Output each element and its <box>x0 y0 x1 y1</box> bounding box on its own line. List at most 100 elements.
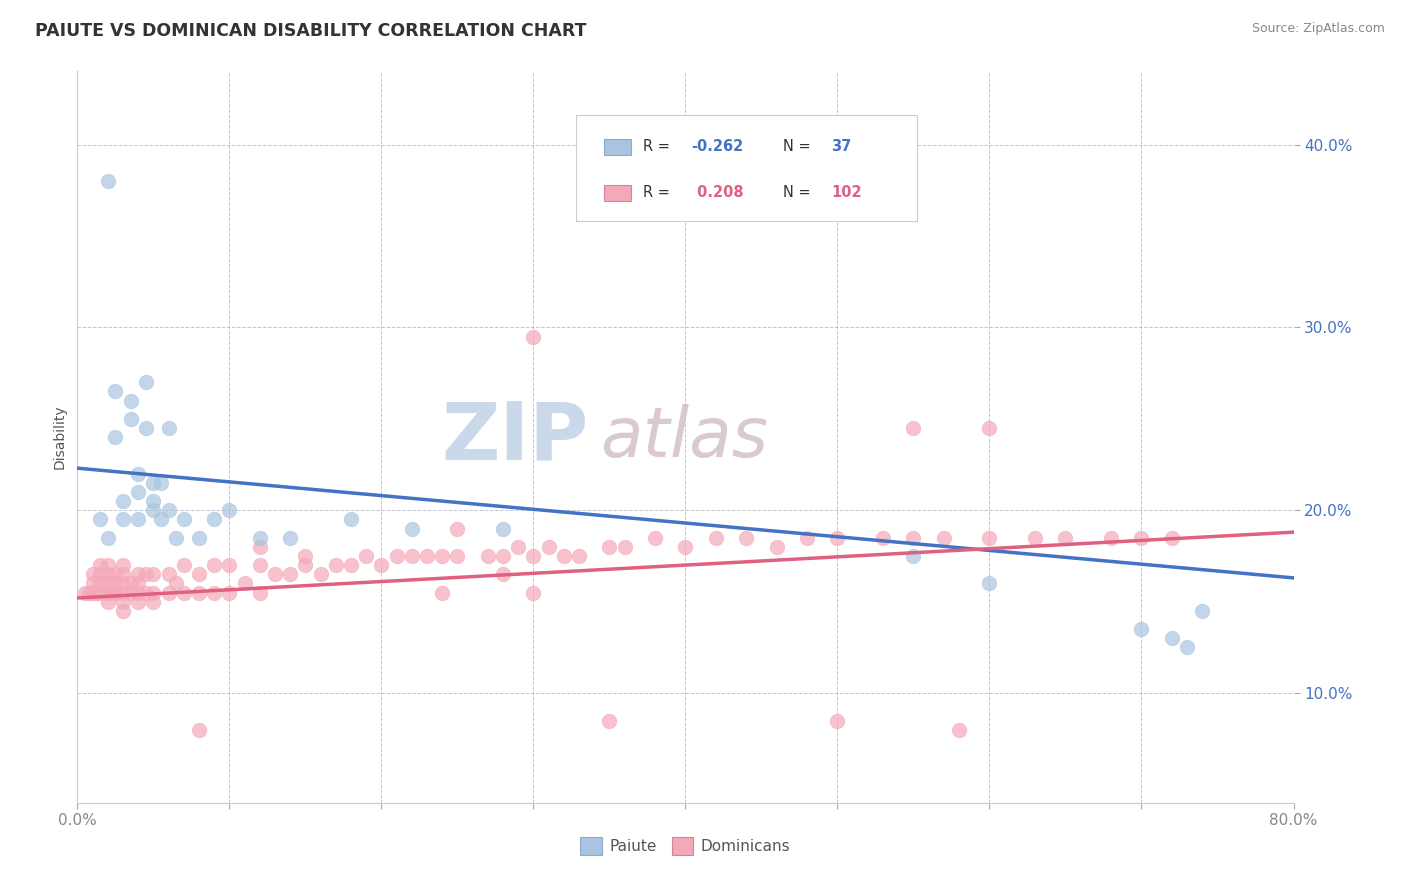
Point <box>127 485 149 500</box>
Point <box>97 576 120 591</box>
Point <box>903 421 925 435</box>
Point <box>97 531 120 545</box>
Point <box>796 531 818 545</box>
Point <box>827 714 849 728</box>
Point <box>89 512 111 526</box>
Point <box>522 585 544 599</box>
Point <box>188 567 211 582</box>
Point <box>1130 531 1153 545</box>
Text: 37: 37 <box>831 139 852 154</box>
Point <box>401 521 423 535</box>
Point <box>120 412 142 426</box>
Point <box>508 540 530 554</box>
Point <box>111 576 134 591</box>
Point <box>218 585 240 599</box>
Point <box>218 503 240 517</box>
Text: R =: R = <box>643 139 669 154</box>
Point <box>111 604 134 618</box>
Point <box>157 567 180 582</box>
Point <box>89 585 111 599</box>
Point <box>370 558 392 573</box>
Point <box>492 521 515 535</box>
Point <box>142 475 165 490</box>
Point <box>135 585 157 599</box>
Point <box>135 421 157 435</box>
Point <box>477 549 499 563</box>
Point <box>173 512 195 526</box>
Text: PAIUTE VS DOMINICAN DISABILITY CORRELATION CHART: PAIUTE VS DOMINICAN DISABILITY CORRELATI… <box>35 22 586 40</box>
Point <box>84 585 107 599</box>
Point <box>979 576 1001 591</box>
Point <box>598 540 620 554</box>
Point <box>644 531 666 545</box>
Point <box>127 467 149 481</box>
Point <box>278 567 301 582</box>
Point <box>142 567 165 582</box>
Text: -0.262: -0.262 <box>692 139 744 154</box>
Point <box>354 549 377 563</box>
Point <box>127 585 149 599</box>
Point <box>249 585 271 599</box>
Point <box>97 558 120 573</box>
Point <box>142 503 165 517</box>
Point <box>446 521 468 535</box>
Point <box>202 558 225 573</box>
Point <box>127 567 149 582</box>
Point <box>97 585 120 599</box>
Text: N =: N = <box>783 186 810 201</box>
Point <box>104 585 127 599</box>
Point <box>492 567 515 582</box>
Point <box>325 558 347 573</box>
Point <box>249 558 271 573</box>
Point <box>142 494 165 508</box>
Point <box>127 512 149 526</box>
Bar <box>605 185 631 201</box>
Point <box>111 512 134 526</box>
Point <box>82 585 104 599</box>
Point <box>492 549 515 563</box>
Point <box>188 585 211 599</box>
Point <box>188 723 211 737</box>
Point <box>522 549 544 563</box>
Text: 0.208: 0.208 <box>692 186 744 201</box>
Point <box>735 531 758 545</box>
Point <box>932 531 955 545</box>
Point <box>827 531 849 545</box>
Point <box>613 540 636 554</box>
Point <box>120 576 142 591</box>
Point <box>79 585 101 599</box>
Legend: Paiute, Dominicans: Paiute, Dominicans <box>574 831 797 861</box>
Point <box>537 540 560 554</box>
Point <box>97 174 120 188</box>
Point <box>111 585 134 599</box>
Point <box>1099 531 1122 545</box>
Point <box>142 585 165 599</box>
Point <box>903 549 925 563</box>
Point <box>111 558 134 573</box>
Point <box>264 567 287 582</box>
Text: Source: ZipAtlas.com: Source: ZipAtlas.com <box>1251 22 1385 36</box>
Point <box>416 549 439 563</box>
Point <box>340 558 363 573</box>
Point <box>89 576 111 591</box>
Point <box>1130 622 1153 636</box>
Point <box>82 567 104 582</box>
Point <box>309 567 332 582</box>
Point <box>1054 531 1077 545</box>
Point <box>104 430 127 444</box>
Text: 102: 102 <box>831 186 862 201</box>
Point <box>522 329 544 343</box>
Point <box>1024 531 1046 545</box>
Point <box>598 714 620 728</box>
Point <box>948 723 970 737</box>
Point <box>135 567 157 582</box>
Point <box>149 512 172 526</box>
Point <box>157 585 180 599</box>
Text: R =: R = <box>643 186 669 201</box>
Point <box>1175 640 1198 655</box>
Point <box>278 531 301 545</box>
Point <box>173 558 195 573</box>
Point <box>675 540 697 554</box>
FancyBboxPatch shape <box>576 115 917 221</box>
Text: N =: N = <box>783 139 810 154</box>
